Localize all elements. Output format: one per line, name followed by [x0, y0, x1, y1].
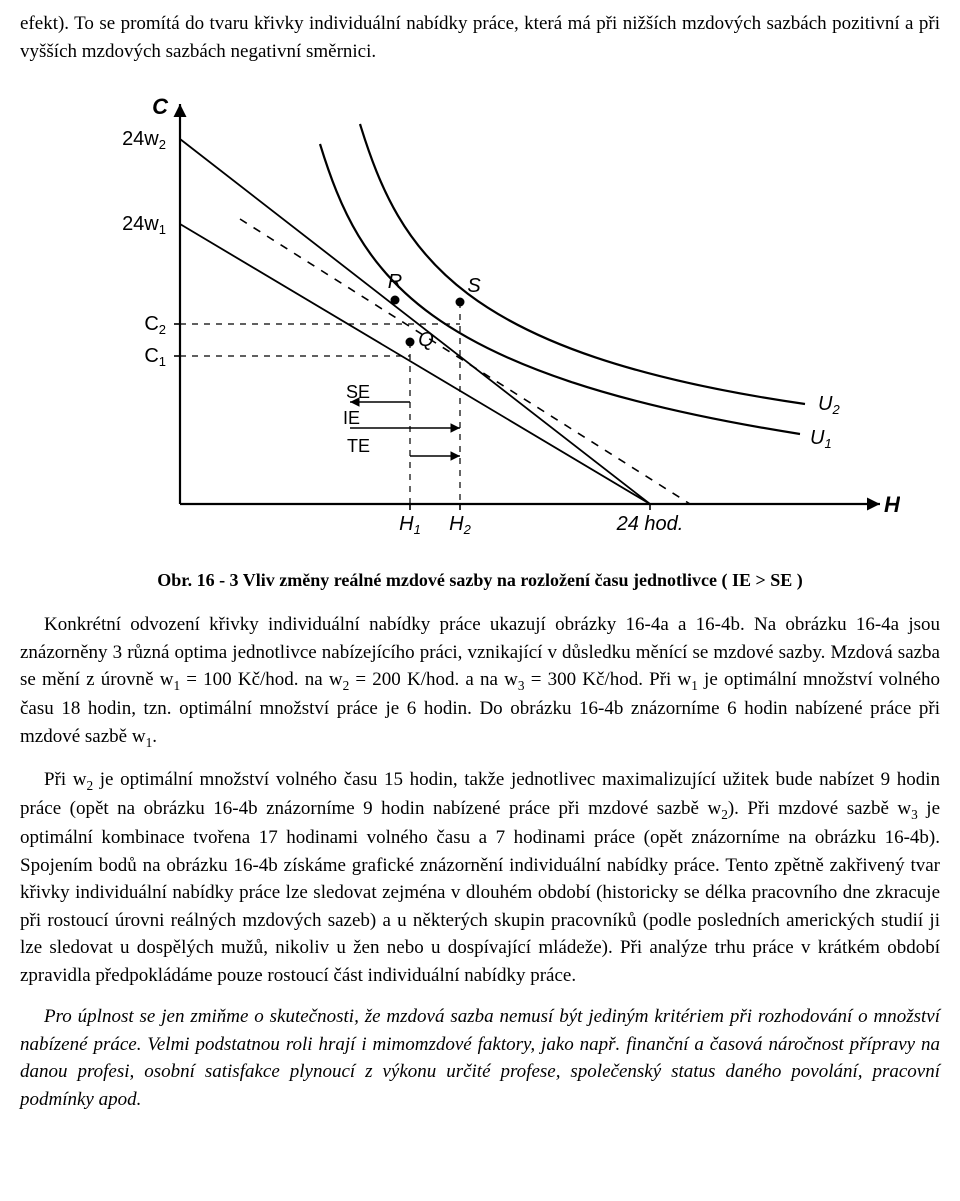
- paragraph-intro: efekt). To se promítá do tvaru křivky in…: [20, 10, 940, 65]
- svg-text:S: S: [467, 275, 481, 297]
- paragraph-analysis: Při w2 je optimální množství volného čas…: [20, 766, 940, 989]
- paragraph-derivation: Konkrétní odvození křivky individuální n…: [20, 611, 940, 752]
- text-run: ). Při mzdové sazbě w: [728, 798, 911, 819]
- text-run: = 200 K/hod. a na w: [349, 669, 518, 690]
- svg-text:24 hod.: 24 hod.: [616, 513, 684, 535]
- svg-text:Q: Q: [418, 329, 434, 351]
- economics-figure: CH24w224w1C2C1H1H224 hod.U1U2RSQSEIETE: [60, 79, 900, 559]
- subscript: 1: [691, 678, 698, 693]
- subscript: 3: [518, 678, 525, 693]
- text-run: = 300 Kč/hod. Při w: [525, 669, 692, 690]
- text-run: Při w: [44, 769, 87, 790]
- svg-text:SE: SE: [346, 382, 370, 402]
- text-run: .: [152, 726, 157, 747]
- svg-text:R: R: [388, 271, 402, 293]
- svg-text:TE: TE: [347, 436, 370, 456]
- paragraph-remark: Pro úplnost se jen zmiňme o skutečnosti,…: [20, 1003, 940, 1113]
- figure-caption: Obr. 16 - 3 Vliv změny reálné mzdové saz…: [20, 567, 940, 593]
- subscript: 3: [911, 807, 918, 822]
- text-run: = 100 Kč/hod. na w: [180, 669, 342, 690]
- svg-text:C: C: [152, 94, 169, 119]
- svg-text:IE: IE: [343, 408, 360, 428]
- document-page: efekt). To se promítá do tvaru křivky in…: [0, 0, 960, 1168]
- text-run: je optimální kombinace tvořena 17 hodina…: [20, 798, 940, 986]
- subscript: 2: [721, 807, 728, 822]
- svg-text:H: H: [884, 492, 900, 517]
- figure-container: CH24w224w1C2C1H1H224 hod.U1U2RSQSEIETE: [20, 79, 940, 559]
